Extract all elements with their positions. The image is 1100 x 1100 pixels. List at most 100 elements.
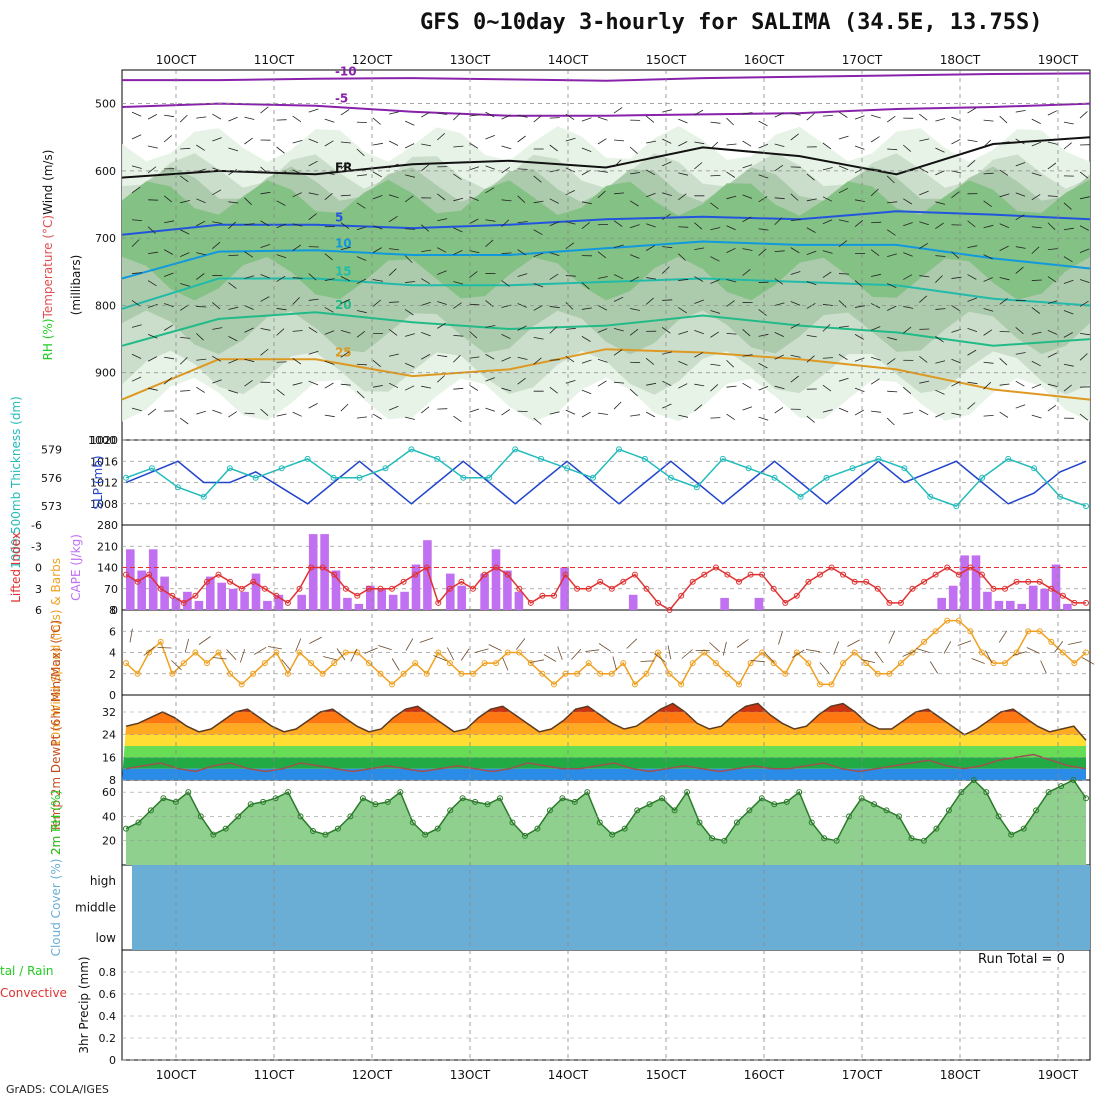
- rh2m-series-point: [970, 777, 977, 783]
- wind-barb: [887, 390, 898, 393]
- wind10m-barb: [957, 640, 972, 646]
- lifted-index-series-point: [874, 585, 881, 592]
- wind-barb: [919, 380, 930, 384]
- lifted-index-series-point: [944, 564, 951, 571]
- cape-bar: [971, 555, 981, 610]
- wind-barb: [533, 305, 543, 311]
- wind10m-barb: [709, 642, 721, 653]
- wind-barb: [549, 273, 559, 280]
- thickness-series-point: [148, 465, 155, 472]
- wind10m-series-point: [551, 681, 557, 688]
- date-label-bottom: 18OCT: [940, 1068, 981, 1082]
- wind-barb: [404, 195, 414, 203]
- chart-title: GFS 0~10day 3-hourly for SALIMA (34.5E, …: [420, 10, 1043, 35]
- wind-barb: [308, 350, 319, 355]
- wind10m-barb: [198, 636, 211, 645]
- wind-barb: [919, 409, 929, 416]
- lifted-index-series-point: [354, 592, 361, 599]
- wind10m-barb: [681, 649, 693, 659]
- wind-barb: [822, 167, 833, 171]
- wind-barb: [822, 250, 833, 254]
- wind-barb: [726, 413, 736, 421]
- wind-barb: [871, 221, 882, 224]
- temp-band: [122, 734, 1086, 746]
- wind-barb: [822, 219, 833, 225]
- wind-barb: [613, 244, 624, 249]
- lifted-index-series-point: [504, 571, 511, 578]
- wind-barb: [935, 255, 946, 257]
- wind-barb: [919, 275, 930, 278]
- wind-barb: [276, 223, 287, 229]
- wind-barb: [774, 385, 785, 390]
- wind-barb: [405, 281, 416, 283]
- wind10m-barb: [391, 658, 400, 671]
- wind-barb: [276, 275, 286, 282]
- wind-barb: [388, 405, 399, 411]
- wind-barb: [887, 253, 897, 258]
- lifted-index-series-point: [736, 578, 742, 585]
- lifted-index-series-point: [909, 585, 916, 592]
- wind-barb: [565, 355, 575, 363]
- wind-barb: [983, 308, 994, 312]
- thickness-series-point: [278, 465, 285, 472]
- wind-barb: [292, 297, 300, 305]
- wind-barb: [887, 305, 897, 311]
- wind-barb: [228, 147, 239, 152]
- upper-air-ylabel-part: Temperature (°C): [41, 215, 55, 320]
- wind-barb: [356, 121, 367, 123]
- wind-barb: [549, 326, 558, 334]
- lifted-index-series-point: [192, 592, 199, 599]
- thickness-series-point: [226, 465, 233, 472]
- wind-barb: [501, 114, 511, 120]
- wind-barb: [967, 245, 978, 249]
- thickness-series-point: [304, 455, 311, 462]
- wind-barb: [1047, 404, 1057, 412]
- wind-barb: [324, 414, 335, 418]
- wind-barb: [678, 278, 689, 281]
- lifted-index-series-point: [261, 585, 268, 592]
- wind-barb: [983, 139, 992, 148]
- wind10m-barb: [792, 649, 805, 658]
- wind-barb: [340, 351, 350, 358]
- wind-barb: [453, 387, 464, 390]
- wind-barb: [919, 113, 928, 121]
- wind-barb: [324, 253, 333, 261]
- lifted-index-tick-label: -6: [31, 519, 42, 532]
- wind-barb: [710, 141, 719, 150]
- wind-barb: [678, 331, 689, 335]
- thickness-series-point: [875, 455, 882, 462]
- wind-barb: [533, 115, 542, 123]
- date-label-top: 19OCT: [1038, 53, 1079, 67]
- wind-barb: [662, 327, 671, 334]
- upper-air-ylabel-text: RH (%)Temperature (°C)Wind (m/s): [41, 150, 55, 361]
- wind-barb: [469, 218, 479, 225]
- wind-barb: [871, 410, 882, 413]
- lifted-index-series-point: [481, 571, 488, 578]
- wind-barb: [1047, 300, 1058, 304]
- rh2m-series-point: [497, 795, 503, 802]
- wind-barb: [1079, 300, 1089, 307]
- wind10m-barb: [323, 656, 337, 661]
- wind-barb: [854, 199, 865, 202]
- wind-barb: [420, 224, 430, 232]
- rh2m-series-point: [185, 789, 192, 796]
- wind-barb: [1031, 360, 1041, 367]
- wind-barb: [597, 138, 607, 145]
- wind-barb: [613, 401, 622, 410]
- wind10m-barb: [543, 654, 557, 662]
- wind-barb: [565, 113, 575, 121]
- wind-barb: [919, 221, 929, 226]
- slp-ylabel-text: SLP (mb): [91, 455, 105, 509]
- wind-barb: [324, 382, 334, 389]
- wind-barb: [549, 144, 558, 152]
- wind-barb: [179, 304, 189, 311]
- wind-barb: [886, 115, 896, 123]
- wind-barb: [196, 198, 206, 204]
- wind-barb: [501, 166, 511, 174]
- wind-barb: [196, 358, 207, 361]
- rh2m-series-point: [634, 807, 641, 814]
- wind-barb: [1031, 172, 1042, 177]
- lifted-index-series-point: [655, 599, 661, 606]
- wind-barb: [485, 219, 496, 222]
- wind-barb: [372, 195, 383, 200]
